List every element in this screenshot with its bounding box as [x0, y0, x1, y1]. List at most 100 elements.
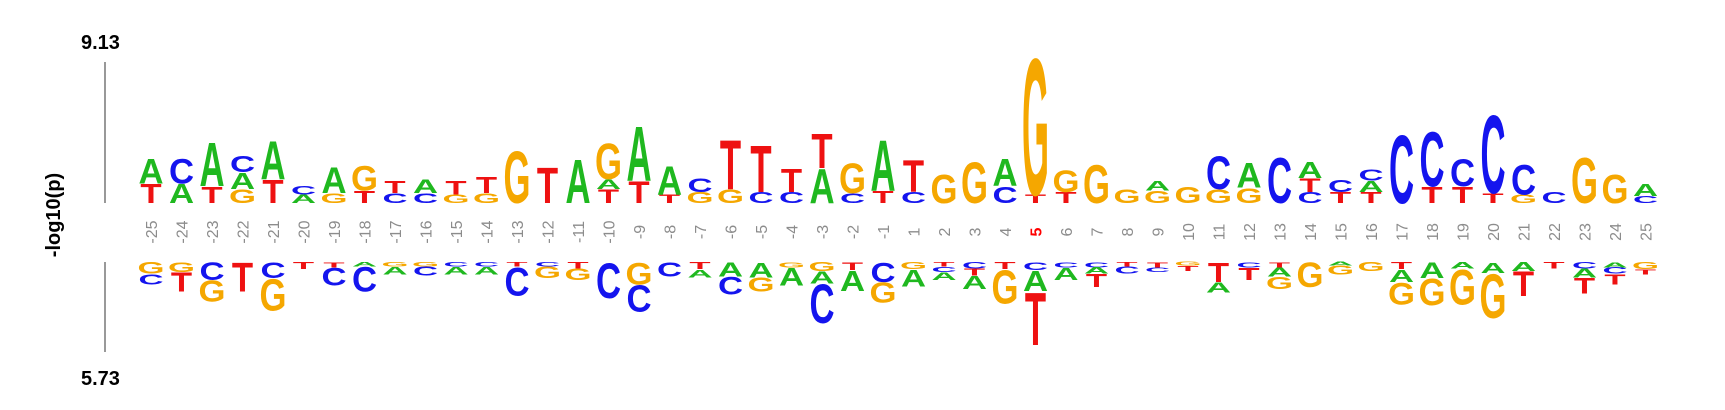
lower-g-glyph: G	[1357, 259, 1384, 273]
lower-t-glyph: T	[293, 261, 315, 272]
y-axis-label: -log10(p)	[43, 173, 65, 257]
x-tick-label: -25	[144, 220, 161, 243]
lower-t-glyph: T	[171, 267, 192, 298]
lower-a-glyph: A	[687, 268, 712, 280]
x-tick-label: 16	[1364, 223, 1381, 241]
x-tick-label: -15	[449, 220, 466, 243]
x-tick-label: 15	[1334, 223, 1351, 241]
lower-c-glyph: C	[1114, 265, 1139, 276]
upper-t-glyph: T	[750, 133, 771, 207]
upper-a-glyph: A	[657, 159, 682, 204]
upper-c-glyph: C	[1419, 115, 1444, 203]
x-tick-label: -24	[175, 220, 192, 243]
upper-g-glyph: G	[1114, 185, 1141, 207]
x-tick-label: 6	[1059, 227, 1076, 236]
x-tick-label: -11	[571, 221, 588, 243]
x-tick-label: 12	[1242, 223, 1259, 241]
upper-t-glyph: T	[537, 159, 559, 215]
lower-g-glyph: G	[1449, 260, 1476, 316]
upper-t-glyph: T	[903, 152, 925, 202]
x-tick-label: -3	[815, 225, 832, 239]
upper-a-glyph: A	[260, 130, 285, 191]
upper-a-glyph: A	[199, 129, 224, 199]
lower-g-glyph: G	[1266, 273, 1293, 293]
upper-c-glyph: C	[1206, 147, 1231, 199]
x-tick-label: -19	[327, 220, 344, 243]
lower-g-glyph: G	[1296, 256, 1323, 295]
upper-g-glyph: G	[351, 159, 378, 198]
upper-a-glyph: A	[138, 152, 163, 191]
lower-c-glyph: C	[596, 254, 621, 310]
upper-a-glyph: A	[565, 146, 590, 216]
lower-c-glyph: C	[1145, 266, 1170, 273]
y-top-label: 9.13	[81, 32, 120, 54]
x-tick-label: 14	[1303, 223, 1320, 241]
x-tick-label: 3	[968, 227, 985, 236]
x-tick-label: 8	[1120, 227, 1137, 236]
upper-a-glyph: A	[1236, 156, 1261, 195]
lower-a-glyph: A	[840, 265, 865, 298]
x-tick-label: 11	[1212, 224, 1229, 241]
upper-c-glyph: C	[1450, 151, 1475, 194]
lower-g-glyph: G	[1388, 277, 1415, 312]
x-tick-label: -8	[663, 225, 680, 239]
lower-t-glyph: T	[1025, 278, 1046, 361]
lower-t-glyph: T	[232, 255, 253, 302]
x-tick-label: -1	[876, 225, 893, 239]
upper-c-glyph: C	[1511, 157, 1536, 204]
lower-c-glyph: C	[413, 264, 438, 278]
upper-g-glyph: G	[839, 156, 866, 203]
upper-a-glyph: A	[321, 159, 346, 201]
upper-c-glyph: C	[1541, 189, 1566, 206]
x-tick-label: 21	[1517, 223, 1534, 241]
lower-a-glyph: A	[1206, 279, 1231, 296]
upper-g-glyph: G	[1022, 18, 1049, 237]
lower-g-glyph: G	[198, 275, 225, 308]
x-tick-label: -20	[297, 220, 314, 243]
upper-a-glyph: A	[1297, 157, 1322, 183]
upper-g-glyph: G	[1083, 154, 1110, 215]
x-tick-label: -5	[754, 225, 771, 239]
upper-a-glyph: A	[413, 175, 438, 197]
lower-a-glyph: A	[382, 265, 407, 277]
upper-t-glyph: T	[476, 173, 497, 199]
upper-a-glyph: A	[870, 127, 895, 207]
x-tick-label: 7	[1090, 227, 1107, 236]
lower-a-glyph: A	[962, 272, 987, 293]
upper-c-glyph: C	[230, 152, 255, 178]
y-bottom-label: 5.73	[81, 368, 120, 390]
x-tick-label: 18	[1425, 223, 1442, 241]
lower-c-glyph: C	[352, 260, 377, 299]
upper-t-glyph: T	[781, 162, 802, 199]
lower-t-glyph: T	[1604, 271, 1626, 288]
x-tick-label: 10	[1181, 223, 1198, 241]
upper-c-glyph: C	[687, 174, 712, 196]
lower-g-glyph: G	[564, 265, 591, 284]
x-tick-label: -9	[632, 225, 649, 239]
upper-c-glyph: C	[1267, 144, 1292, 216]
lower-logo-stacks: GCGT CG T CGT TC AC GAGC CACATC CG TG C GCC TA ACAGGA…	[137, 254, 1659, 362]
lower-g-glyph: G	[748, 274, 775, 297]
x-tick-label: -6	[724, 225, 741, 239]
x-tick-label: -21	[266, 220, 283, 243]
lower-c-glyph: C	[718, 273, 743, 300]
lower-c-glyph: C	[138, 271, 163, 288]
upper-t-glyph: T	[445, 177, 466, 199]
upper-g-glyph: G	[595, 135, 622, 191]
upper-t-glyph: T	[811, 124, 832, 178]
upper-g-glyph: G	[961, 151, 988, 217]
x-tick-label: 2	[937, 227, 954, 236]
x-tick-label: 22	[1547, 223, 1564, 241]
x-tick-label: -2	[846, 225, 863, 239]
upper-c-glyph: C	[1480, 93, 1505, 217]
lower-g-glyph: G	[534, 263, 561, 282]
upper-g-glyph: G	[1052, 164, 1079, 199]
x-tick-labels: -25 -24 -23 -22 -21 -20 -19 -18 -17 -16 -15 -14 -13-…	[144, 220, 1656, 243]
x-tick-label: 23	[1578, 223, 1595, 241]
upper-a-glyph: A	[1633, 180, 1658, 200]
x-tick-label: 25	[1639, 223, 1656, 241]
x-tick-label: -23	[205, 220, 222, 243]
lower-g-glyph: G	[1479, 261, 1506, 332]
lower-g-glyph: G	[259, 269, 286, 321]
